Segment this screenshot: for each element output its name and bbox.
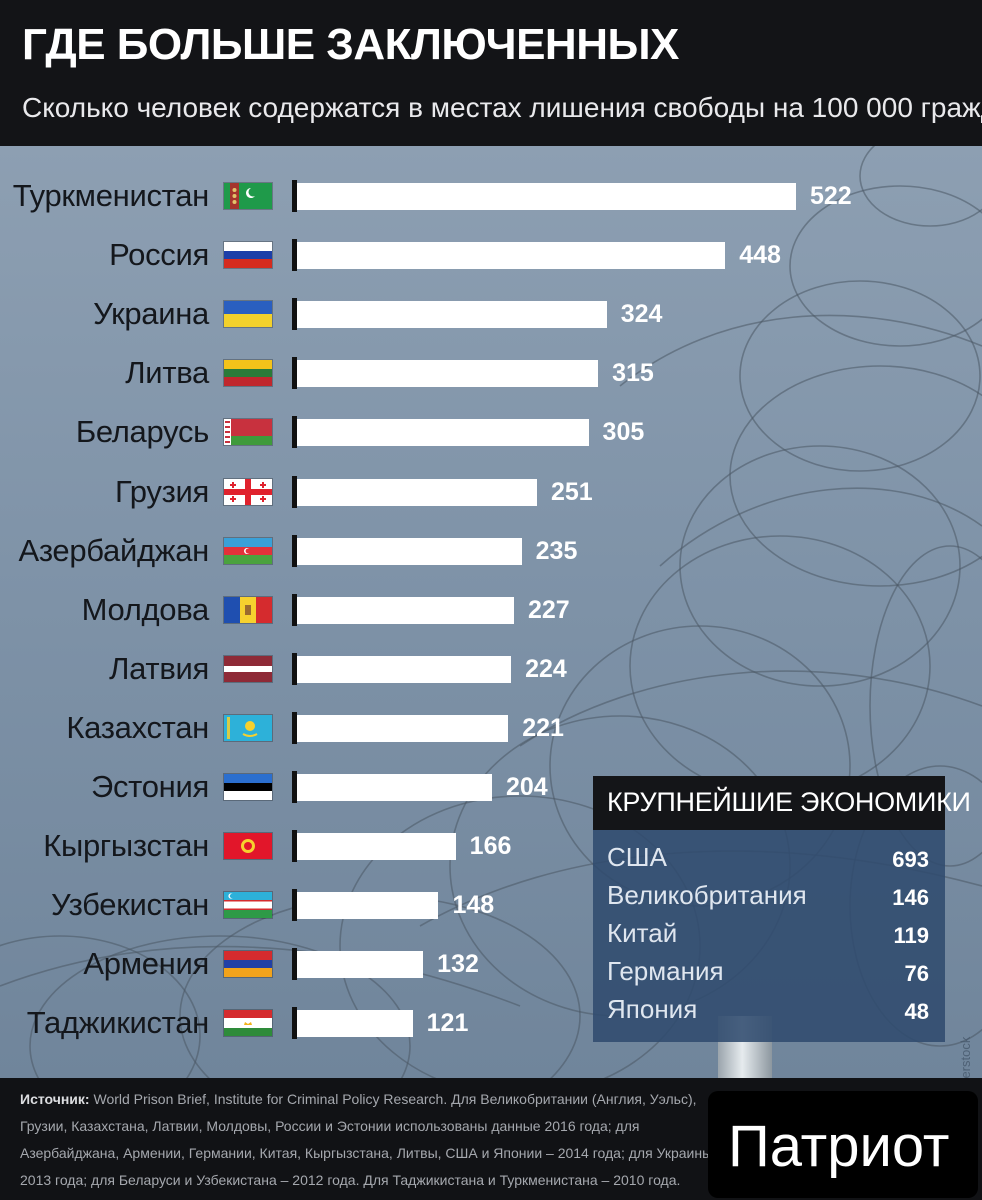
- axis-tick: [292, 711, 297, 744]
- axis-tick: [292, 475, 297, 508]
- bar-value-label: 448: [739, 241, 781, 270]
- category-label: Таджикистан: [26, 1005, 210, 1041]
- category-label: Россия: [109, 237, 209, 273]
- economy-name: Япония: [607, 994, 698, 1024]
- bar-value-label: 305: [602, 418, 645, 447]
- category-label: Беларусь: [75, 414, 209, 450]
- economy-value: 119: [893, 923, 930, 948]
- bar-value-label: 221: [522, 713, 564, 742]
- axis-tick: [292, 771, 297, 803]
- axis-tick: [292, 593, 297, 626]
- bar: [297, 419, 589, 447]
- source-note: Источник: World Prison Brief, Institute …: [20, 1086, 730, 1194]
- economies-title: КРУПНЕЙШИЕ ЭКОНОМИКИ: [607, 787, 971, 817]
- bar-value-label: 204: [506, 773, 548, 801]
- axis-tick: [292, 830, 297, 863]
- axis-tick: [292, 889, 297, 922]
- bar: [297, 537, 522, 565]
- axis-tick: [292, 416, 297, 449]
- axis-tick: [292, 298, 297, 331]
- bar: [297, 301, 607, 329]
- bar-value-label: 166: [469, 832, 512, 861]
- category-label: Латвия: [109, 650, 209, 686]
- georgia-flag-icon: [224, 478, 272, 505]
- axis-tick: [292, 534, 297, 567]
- bar-value-label: 251: [550, 477, 593, 506]
- bar: [297, 714, 509, 742]
- bar: [297, 183, 796, 210]
- header: ГДЕ БОЛЬШЕ ЗАКЛЮЧЕННЫХ Сколько человек с…: [0, 0, 982, 146]
- category-label: Украина: [93, 296, 209, 332]
- economy-value: 693: [892, 847, 929, 872]
- category-label: Туркменистан: [12, 178, 210, 213]
- kyrgyzstan-flag-icon: [224, 833, 272, 860]
- tajikistan-flag-icon: [224, 1010, 272, 1037]
- category-label: Литва: [125, 355, 209, 391]
- chart-area: Туркменистан 522 Россия 448 Украина 324 Литва 3…: [0, 146, 982, 1078]
- source-label: Источник:: [20, 1091, 90, 1107]
- axis-tick: [292, 652, 297, 685]
- bar-value-label: 235: [535, 536, 578, 565]
- brand-logo: Патриот: [708, 1091, 978, 1198]
- bar-value-label: 315: [612, 359, 654, 388]
- economy-name: Великобритания: [607, 880, 807, 910]
- bar: [297, 892, 439, 920]
- bar: [297, 774, 492, 801]
- belarus-flag-icon: [224, 419, 272, 446]
- bar: [297, 360, 599, 388]
- bar-value-label: 121: [426, 1009, 469, 1038]
- armenia-flag-icon: [224, 951, 272, 978]
- economy-name: США: [607, 842, 667, 872]
- economy-value: 146: [892, 885, 929, 910]
- bar-value-label: 224: [525, 654, 567, 683]
- estonia-flag-icon: [224, 774, 272, 800]
- turkmenistan-flag-icon: [224, 183, 272, 209]
- economy-name: Китай: [607, 918, 678, 948]
- axis-tick: [292, 180, 297, 212]
- bar: [297, 951, 424, 979]
- bar-value-label: 522: [810, 182, 852, 210]
- category-label: Узбекистан: [50, 887, 209, 923]
- category-label: Армения: [83, 946, 209, 982]
- brand-name: Патриот: [728, 1114, 950, 1179]
- category-label: Казахстан: [66, 709, 209, 745]
- axis-tick: [292, 239, 297, 272]
- azerbaijan-flag-icon: [224, 537, 272, 564]
- axis-tick: [292, 948, 297, 981]
- bar: [297, 478, 537, 506]
- bar-value-label: 132: [437, 950, 479, 979]
- bar: [297, 833, 456, 861]
- bar-value-label: 324: [620, 300, 663, 329]
- bar: [297, 655, 512, 683]
- photo-credit: Фото: Shutterstock: [958, 1037, 973, 1078]
- latvia-flag-icon: [224, 655, 272, 682]
- category-label: Грузия: [115, 473, 209, 509]
- category-label: Азербайджан: [18, 532, 209, 568]
- axis-tick: [292, 357, 297, 390]
- russia-flag-icon: [224, 242, 272, 269]
- category-label: Эстония: [91, 769, 209, 804]
- kazakhstan-flag-icon: [224, 714, 272, 741]
- economy-value: 48: [904, 999, 929, 1024]
- lithuania-flag-icon: [224, 360, 272, 387]
- source-text: World Prison Brief, Institute for Crimin…: [20, 1091, 724, 1188]
- bar: [297, 1010, 413, 1038]
- bar-value-label: 148: [452, 891, 495, 920]
- category-label: Молдова: [81, 591, 210, 627]
- page-subtitle: Сколько человек содержатся в местах лише…: [22, 92, 982, 123]
- economies-header: КРУПНЕЙШИЕ ЭКОНОМИКИ: [593, 776, 971, 830]
- bar: [297, 596, 514, 624]
- uzbekistan-flag-icon: [224, 892, 272, 919]
- bar-value-label: 227: [527, 595, 570, 624]
- moldova-flag-icon: [224, 596, 272, 623]
- ukraine-flag-icon: [224, 301, 272, 328]
- axis-tick: [292, 1007, 297, 1040]
- category-label: Кыргызстан: [43, 828, 209, 864]
- economy-name: Германия: [607, 956, 724, 986]
- economy-value: 76: [904, 961, 929, 986]
- page-title: ГДЕ БОЛЬШЕ ЗАКЛЮЧЕННЫХ: [22, 20, 679, 69]
- bar: [297, 242, 726, 270]
- largest-economies-panel: КРУПНЕЙШИЕ ЭКОНОМИКИ США 693 Великобрита…: [593, 776, 971, 1042]
